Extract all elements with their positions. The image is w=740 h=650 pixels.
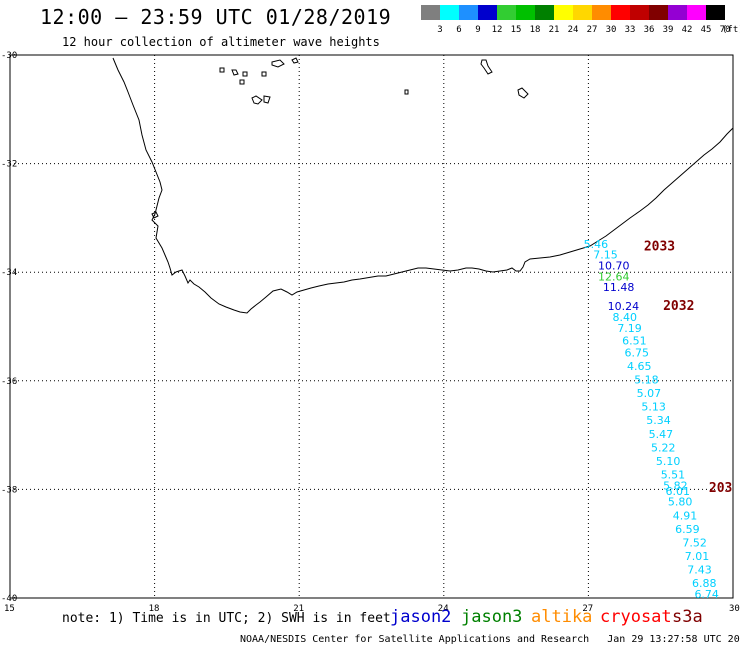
lat-tick-label: -32 — [1, 160, 17, 170]
scale-swatch-45 — [687, 5, 706, 20]
pass-number-label: 2032 — [663, 299, 694, 314]
south-africa-coastline — [112, 57, 734, 314]
scale-label-15: 15 — [510, 25, 522, 35]
map-title: 12:00 – 23:59 UTC 01/28/2019 — [40, 5, 392, 29]
swh-observation: 7.19 — [617, 322, 642, 335]
swh-observation: 5.13 — [641, 401, 666, 414]
swh-observation: 5.34 — [646, 414, 671, 427]
credit-text: NOAA/NESDIS Center for Satellite Applica… — [240, 634, 590, 645]
pass-number-label: 2033 — [644, 239, 675, 254]
scale-label-42: 42 — [681, 25, 693, 35]
swh-observation: 5.46 — [584, 238, 609, 251]
swh-observation: 7.01 — [685, 550, 710, 563]
scale-swatch-24 — [554, 5, 573, 20]
scale-unit: (ft) — [722, 25, 740, 35]
scale-swatch-6 — [440, 5, 459, 20]
scale-label-24: 24 — [567, 25, 579, 35]
swh-observation: 5.18 — [634, 374, 659, 387]
satellite-legend-s3a: s3a — [672, 607, 703, 627]
prince-edward-island — [219, 57, 529, 105]
scale-label-70: 70 — [719, 25, 731, 35]
swh-observation: 4.65 — [627, 360, 652, 373]
pass-number-label: 203 — [709, 481, 732, 496]
lon-tick-label: 27 — [582, 604, 593, 614]
lon-tick-label: 30 — [729, 604, 740, 614]
scale-label-9: 9 — [475, 25, 481, 35]
coastline — [112, 57, 734, 314]
scale-swatch-9 — [459, 5, 478, 20]
credit-line: NOAA/NESDIS Center for Satellite Applica… — [240, 634, 740, 645]
swh-observation: 8.40 — [613, 311, 638, 324]
lat-tick-label: -34 — [1, 268, 17, 278]
satellite-pass-labels: 2033 2032 203 — [644, 239, 733, 496]
swh-observation: 5.22 — [651, 441, 676, 454]
scale-swatch-18 — [516, 5, 535, 20]
swh-observation: 6.01 — [666, 485, 691, 498]
scale-label-6: 6 — [456, 25, 462, 35]
swh-observation: 6.75 — [625, 346, 650, 359]
scale-swatch-36 — [630, 5, 649, 20]
lon-tick-label: 18 — [149, 604, 160, 614]
scale-label-3: 3 — [437, 25, 443, 35]
swh-observation: 5.80 — [668, 496, 693, 509]
swh-observation: 7.43 — [687, 564, 712, 577]
swh-observation: 5.82 — [663, 479, 688, 492]
swh-observation: 6.88 — [692, 577, 717, 590]
lat-tick-label: -36 — [1, 377, 17, 387]
satellite-legend-jason3: jason3 — [461, 607, 523, 627]
satellite-legend-cryosat: cryosat — [600, 607, 672, 627]
swh-observation: 10.24 — [608, 300, 640, 313]
satellite-legend-jason2: jason2 — [390, 607, 452, 627]
footnote: note: 1) Time is in UTC; 2) SWH is in fe… — [62, 611, 391, 626]
swh-observation: 5.07 — [637, 387, 662, 400]
map-frame — [9, 54, 734, 599]
swh-observation: 6.74 — [694, 588, 719, 601]
generated-timestamp: Jan 29 13:27:58 UTC 2019 — [607, 634, 740, 645]
scale-swatch-15 — [497, 5, 516, 20]
scale-label-36: 36 — [643, 25, 655, 35]
scale-swatch-39 — [649, 5, 668, 20]
scale-swatch-21 — [535, 5, 554, 20]
swh-observation: 6.51 — [622, 334, 647, 347]
lat-tick-label: -30 — [1, 51, 17, 61]
offshore-island — [151, 211, 159, 219]
swh-observation: 4.91 — [673, 509, 698, 522]
swh-observation: 12.64 — [598, 270, 630, 283]
lon-tick-label: 15 — [4, 604, 15, 614]
scale-swatch-3 — [421, 5, 440, 20]
swh-observation: 10.70 — [598, 259, 630, 272]
scale-label-21: 21 — [548, 25, 560, 35]
swh-observation: 7.52 — [682, 536, 707, 549]
lat-tick-label: -38 — [1, 485, 17, 495]
swh-observation: 5.10 — [656, 455, 681, 468]
swh-observation: 11.48 — [603, 281, 635, 294]
scale-swatch-70 — [706, 5, 725, 20]
scale-label-39: 39 — [662, 25, 674, 35]
lon-tick-label: 24 — [438, 604, 449, 614]
swh-observation: 7.15 — [593, 249, 618, 262]
scale-label-33: 33 — [624, 25, 636, 35]
scale-label-18: 18 — [529, 25, 541, 35]
scale-label-12: 12 — [491, 25, 503, 35]
swh-observation: 5.51 — [661, 469, 686, 482]
swh-observation: 5.47 — [649, 428, 674, 441]
scale-swatch-33 — [611, 5, 630, 20]
lon-tick-label: 21 — [293, 604, 304, 614]
scale-label-45: 45 — [700, 25, 712, 35]
map-subtitle: 12 hour collection of altimeter wave hei… — [62, 35, 380, 49]
scale-label-30: 30 — [605, 25, 617, 35]
scale-swatch-30 — [592, 5, 611, 20]
swh-observation: 6.59 — [675, 523, 700, 536]
scale-label-27: 27 — [586, 25, 598, 35]
scale-swatch-27 — [573, 5, 592, 20]
scale-swatch-12 — [478, 5, 497, 20]
graticule — [10, 55, 733, 598]
lat-tick-label: -40 — [1, 594, 17, 604]
satellite-legend-altika: altika — [531, 607, 593, 627]
scale-swatch-42 — [668, 5, 687, 20]
